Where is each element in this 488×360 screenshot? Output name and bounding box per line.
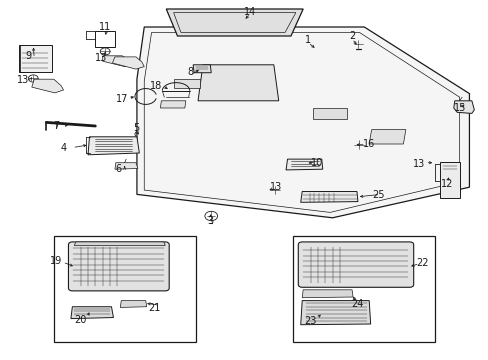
Text: 1: 1 <box>305 35 310 45</box>
Bar <box>54 236 195 342</box>
FancyBboxPatch shape <box>201 64 277 102</box>
Polygon shape <box>453 101 473 113</box>
Text: 25: 25 <box>372 190 385 200</box>
Polygon shape <box>300 301 370 325</box>
Text: 17: 17 <box>116 94 128 104</box>
Text: 11: 11 <box>99 22 111 32</box>
Text: 23: 23 <box>304 316 316 326</box>
Text: 13: 13 <box>17 75 30 85</box>
Polygon shape <box>88 137 139 155</box>
Text: 15: 15 <box>452 103 465 113</box>
Polygon shape <box>285 159 322 170</box>
Text: 9: 9 <box>25 51 31 61</box>
Text: 13: 13 <box>412 159 425 169</box>
FancyBboxPatch shape <box>298 242 413 287</box>
Polygon shape <box>312 108 346 119</box>
Text: 2: 2 <box>348 31 354 41</box>
Text: 13: 13 <box>95 53 107 63</box>
Text: 16: 16 <box>362 139 375 149</box>
Text: 8: 8 <box>187 67 193 77</box>
Text: 18: 18 <box>150 81 163 91</box>
Text: 24: 24 <box>350 299 363 309</box>
Polygon shape <box>137 27 468 218</box>
Polygon shape <box>32 79 63 93</box>
Polygon shape <box>198 65 278 101</box>
FancyBboxPatch shape <box>19 45 52 72</box>
Bar <box>293 236 434 342</box>
Text: 19: 19 <box>50 256 62 266</box>
Polygon shape <box>102 56 131 67</box>
Text: 10: 10 <box>310 158 323 168</box>
Text: 6: 6 <box>115 164 121 174</box>
FancyBboxPatch shape <box>68 242 169 291</box>
Polygon shape <box>193 65 211 73</box>
Polygon shape <box>300 192 357 202</box>
Text: 12: 12 <box>440 179 453 189</box>
Text: 3: 3 <box>207 216 213 226</box>
Text: 7: 7 <box>53 121 59 131</box>
Polygon shape <box>74 242 165 246</box>
Text: 14: 14 <box>244 6 256 17</box>
Polygon shape <box>439 162 459 198</box>
Polygon shape <box>302 290 352 298</box>
Polygon shape <box>368 130 405 144</box>
Text: 20: 20 <box>74 315 87 325</box>
Text: 4: 4 <box>61 143 66 153</box>
Text: 13: 13 <box>269 182 282 192</box>
Polygon shape <box>115 163 138 169</box>
Polygon shape <box>160 101 185 108</box>
Text: 22: 22 <box>416 258 428 268</box>
Text: 21: 21 <box>147 303 160 313</box>
Polygon shape <box>112 57 144 69</box>
Polygon shape <box>120 301 146 307</box>
Polygon shape <box>71 307 113 319</box>
Polygon shape <box>166 9 303 36</box>
Polygon shape <box>173 79 200 88</box>
Text: 5: 5 <box>133 123 139 133</box>
